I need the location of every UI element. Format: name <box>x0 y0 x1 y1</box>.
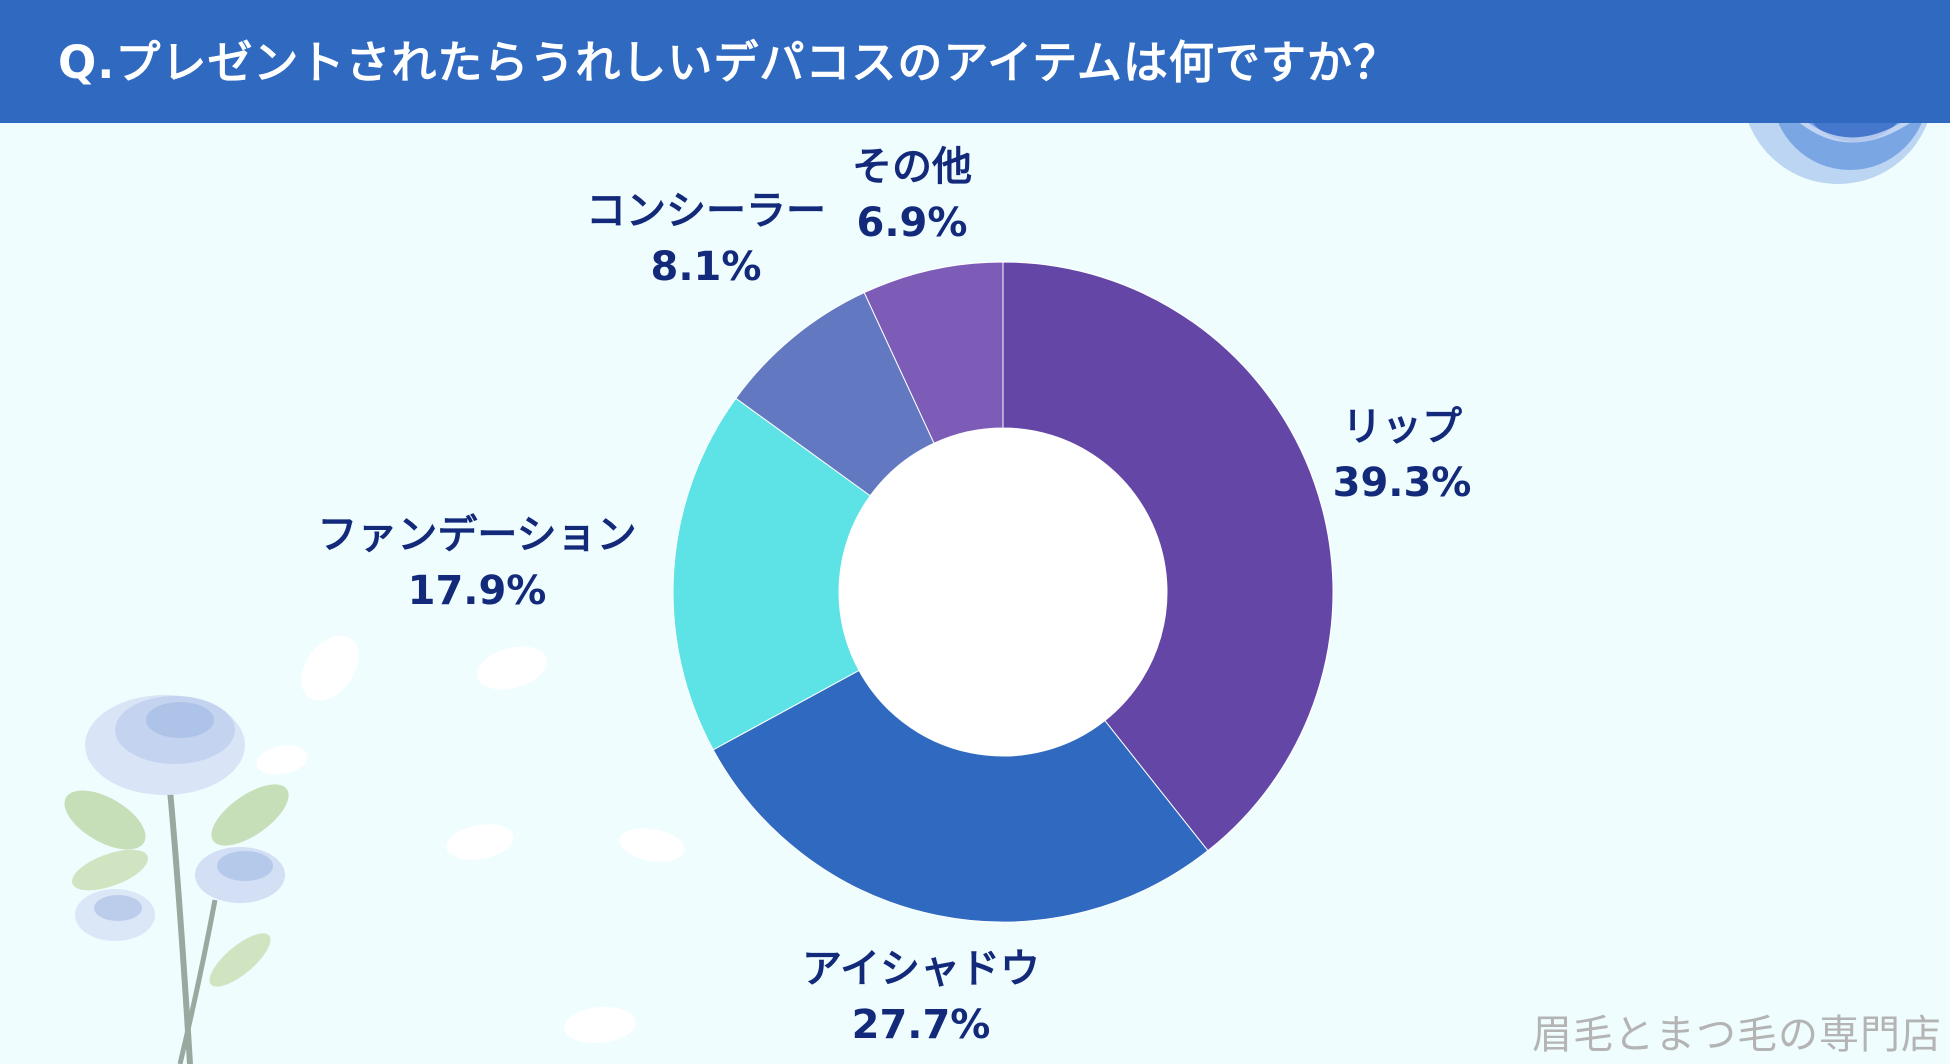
slice-value-1: 27.7% <box>852 1002 991 1048</box>
donut-slices <box>672 261 1334 923</box>
slice-label-2: ファンデーション <box>317 512 636 558</box>
donut-hole <box>839 428 1167 756</box>
watermark-text: 眉毛とまつ毛の専門店 <box>1532 1012 1942 1058</box>
slice-label-4: その他 <box>852 144 972 190</box>
slice-label-0: リップ <box>1342 404 1462 450</box>
slice-value-2: 17.9% <box>408 568 547 614</box>
header-bar: Q.プレゼントされたらうれしいデパコスのアイテムは何ですか？ <box>0 0 1950 123</box>
slice-label-1: アイシャドウ <box>802 946 1040 992</box>
page-title: Q.プレゼントされたらうれしいデパコスのアイテムは何ですか？ <box>58 36 1399 89</box>
slice-labels: リップ 39.3% アイシャドウ 27.7% ファンデーション 17.9% コンシーラー 8.… <box>317 144 1471 1048</box>
slice-label-3: コンシーラー <box>586 188 826 234</box>
slice-value-4: 6.9% <box>857 200 968 246</box>
slice-value-3: 8.1% <box>651 244 762 290</box>
slice-value-0: 39.3% <box>1333 460 1472 506</box>
